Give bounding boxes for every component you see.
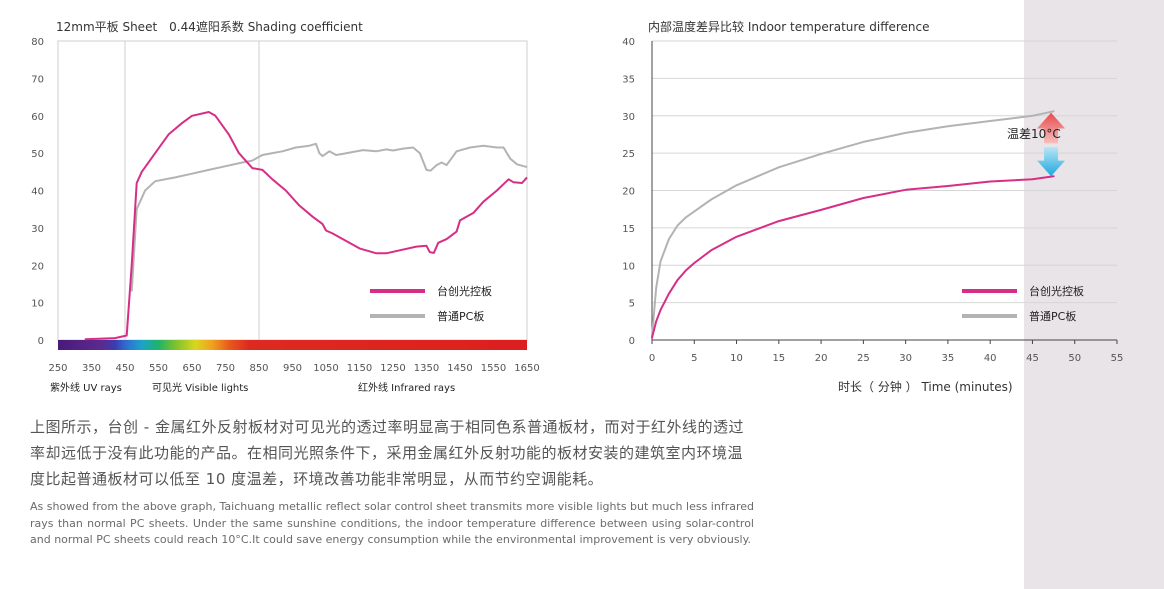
chart1-legend-label: 普通PC板 — [437, 309, 484, 323]
chart1-spectrum-bar — [58, 340, 527, 350]
chart1-band-label: 紫外线 UV rays — [50, 381, 122, 394]
chart1-band-label: 可见光 Visible lights — [152, 381, 248, 394]
temperature-down-arrow-icon — [1037, 147, 1066, 177]
chart2-x-tick-label: 5 — [691, 353, 697, 364]
chart1-x-tick-label: 250 — [48, 363, 67, 374]
chart1-x-tick-label: 950 — [283, 363, 302, 374]
chart2-x-tick-label: 35 — [942, 353, 955, 364]
chart1-x-tick-label: 350 — [82, 363, 101, 374]
chart1-x-tick-label: 550 — [149, 363, 168, 374]
temperature-up-arrow-icon — [1037, 112, 1066, 144]
chart1-x-tick-label: 1050 — [313, 363, 338, 374]
chart2-series-line-taichuang — [651, 175, 1055, 339]
chart2-x-tick-label: 55 — [1111, 353, 1124, 364]
chart2-y-tick-label: 35 — [622, 74, 635, 85]
chart1-y-tick-label: 80 — [31, 37, 44, 48]
chart2-y-tick-label: 5 — [629, 299, 635, 310]
chart2-x-tick-label: 20 — [815, 353, 828, 364]
chart1-x-tick-label: 850 — [249, 363, 268, 374]
chart2-y-tick-label: 30 — [622, 112, 635, 123]
spectral-transmittance-chart: 12mm平板 Sheet 0.44遮阳系数 Shading coefficien… — [31, 19, 539, 394]
chart1-y-tick-label: 70 — [31, 74, 44, 85]
chart1-title: 12mm平板 Sheet 0.44遮阳系数 Shading coefficien… — [56, 19, 363, 34]
chart2-y-tick-label: 15 — [622, 224, 635, 235]
chart2-x-tick-label: 50 — [1068, 353, 1081, 364]
chart1-y-tick-label: 30 — [31, 224, 44, 235]
chart1-x-tick-label: 650 — [182, 363, 201, 374]
chart1-y-tick-label: 60 — [31, 112, 44, 123]
temperature-difference-label: 温差10°C — [1007, 127, 1061, 141]
chart2-legend-label: 普通PC板 — [1029, 309, 1076, 323]
chart2-x-tick-label: 25 — [857, 353, 870, 364]
chart2-x-axis-label: 时长（ 分钟 ） Time (minutes) — [838, 379, 1013, 394]
chart1-y-tick-label: 50 — [31, 149, 44, 160]
chart1-x-tick-label: 1150 — [347, 363, 372, 374]
chart2-y-tick-label: 25 — [622, 149, 635, 160]
chart1-y-tick-label: 40 — [31, 187, 44, 198]
chart1-x-tick-label: 450 — [115, 363, 134, 374]
chart1-x-tick-label: 1250 — [380, 363, 405, 374]
chart2-x-tick-label: 0 — [649, 353, 655, 364]
chart1-series-line-pc — [130, 142, 528, 292]
chart1-x-tick-label: 1450 — [447, 363, 472, 374]
description-chinese: 上图所示，台创 - 金属红外反射板材对可见光的透过率明显高于相同色系普通板材，而… — [30, 418, 744, 488]
chart2-x-tick-label: 45 — [1026, 353, 1039, 364]
chart2-legend-swatch — [962, 289, 1017, 293]
chart2-x-tick-label: 40 — [984, 353, 997, 364]
chart1-x-tick-label: 1350 — [414, 363, 439, 374]
right-sidebar-panel — [1024, 0, 1164, 589]
description-english: As showed from the above graph, Taichuan… — [30, 500, 754, 546]
chart2-title: 内部温度差异比较 Indoor temperature difference — [648, 19, 930, 34]
chart1-legend-swatch — [370, 314, 425, 318]
chart2-y-tick-label: 10 — [622, 261, 635, 272]
chart1-y-tick-label: 10 — [31, 299, 44, 310]
chart2-legend-label: 台创光控板 — [1029, 284, 1084, 298]
chart2-x-tick-label: 30 — [899, 353, 912, 364]
chart1-legend-label: 台创光控板 — [437, 284, 492, 298]
chart1-x-tick-label: 1550 — [481, 363, 506, 374]
chart1-y-tick-label: 20 — [31, 261, 44, 272]
chart1-series-line-taichuang — [84, 111, 528, 341]
chart2-legend-swatch — [962, 314, 1017, 318]
indoor-temperature-chart: 内部温度差异比较 Indoor temperature difference 时… — [622, 19, 1124, 394]
chart2-y-tick-label: 0 — [629, 336, 635, 347]
chart2-x-tick-label: 15 — [772, 353, 785, 364]
chart2-y-tick-label: 20 — [622, 187, 635, 198]
chart1-y-tick-label: 0 — [38, 336, 44, 347]
chart1-band-label: 红外线 Infrared rays — [358, 381, 455, 394]
chart2-x-tick-label: 10 — [730, 353, 743, 364]
chart1-x-tick-label: 1650 — [514, 363, 539, 374]
chart1-legend-swatch — [370, 289, 425, 293]
chart2-y-tick-label: 40 — [622, 37, 635, 48]
chart1-x-tick-label: 750 — [216, 363, 235, 374]
chart2-series-line-pc — [651, 110, 1055, 338]
